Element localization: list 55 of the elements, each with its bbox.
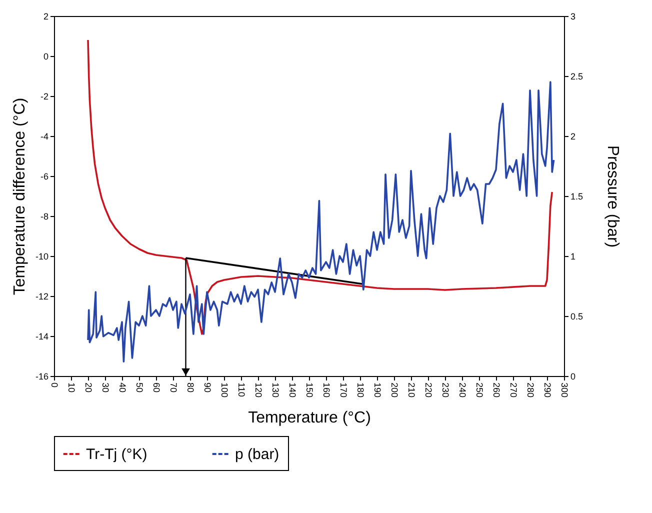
x-tick-label: 180 (356, 382, 366, 398)
y-axis-title: Temperature difference (°C) (11, 98, 28, 296)
x-tick-label: 140 (288, 382, 298, 398)
x-tick-label: 70 (168, 382, 178, 393)
y-tick-label: -12 (35, 292, 48, 302)
x-tick-label: 190 (372, 382, 382, 398)
x-tick-label: 130 (270, 382, 280, 398)
x-tick-label: 220 (424, 382, 434, 398)
y2-tick-label: 2 (570, 132, 576, 142)
line-series (87, 39, 553, 335)
y2-tick-label: 0 (570, 372, 576, 382)
x-tick-label: 80 (186, 382, 196, 393)
x-tick-label: 0 (50, 382, 60, 388)
legend-label: p (bar) (235, 446, 280, 463)
x-axis-title: Temperature (°C) (248, 410, 371, 427)
x-tick-label: 210 (406, 382, 416, 398)
legend-label: Tr-Tj (°K) (86, 446, 148, 463)
y-tick-label: -6 (40, 172, 48, 182)
x-tick-label: 200 (390, 382, 400, 398)
y2-tick-label: 1 (570, 252, 576, 262)
x-tick-label: 20 (84, 382, 94, 393)
x-tick-label: 270 (508, 382, 518, 398)
y-tick-label: 0 (43, 52, 48, 62)
x-tick-label: 110 (236, 382, 246, 397)
x-tick-label: 10 (66, 382, 76, 393)
y-tick-label: -2 (40, 92, 48, 102)
x-tick-label: 230 (440, 382, 450, 398)
y-tick-label: -8 (40, 212, 48, 222)
x-tick-label: 160 (322, 382, 332, 398)
line-series (87, 81, 555, 362)
y2-axis-title: Pressure (bar) (604, 145, 622, 248)
x-tick-label: 40 (118, 382, 128, 393)
y-tick-label: -4 (40, 132, 48, 142)
x-tick-label: 250 (474, 382, 484, 398)
x-tick-label: 290 (542, 382, 552, 398)
x-tick-label: 300 (560, 382, 570, 398)
x-tick-label: 120 (254, 382, 264, 398)
y2-tick-label: 2.5 (570, 72, 584, 82)
x-tick-label: 260 (492, 382, 502, 398)
x-tick-label: 50 (134, 382, 144, 393)
x-tick-label: 30 (100, 382, 110, 393)
y2-tick-label: 3 (570, 12, 576, 22)
y-tick-label: 2 (43, 12, 48, 22)
y-tick-label: -10 (35, 252, 48, 262)
x-tick-label: 170 (338, 382, 348, 398)
y2-tick-label: 1.5 (570, 192, 584, 202)
x-tick-label: 150 (304, 382, 314, 398)
y-tick-label: -16 (35, 372, 48, 382)
x-tick-label: 100 (220, 382, 230, 398)
y-tick-label: -14 (35, 332, 48, 342)
x-tick-label: 240 (458, 382, 468, 398)
x-tick-label: 90 (202, 382, 212, 393)
y2-tick-label: 0.5 (570, 312, 584, 322)
x-tick-label: 280 (526, 382, 536, 398)
x-tick-label: 60 (152, 382, 162, 393)
